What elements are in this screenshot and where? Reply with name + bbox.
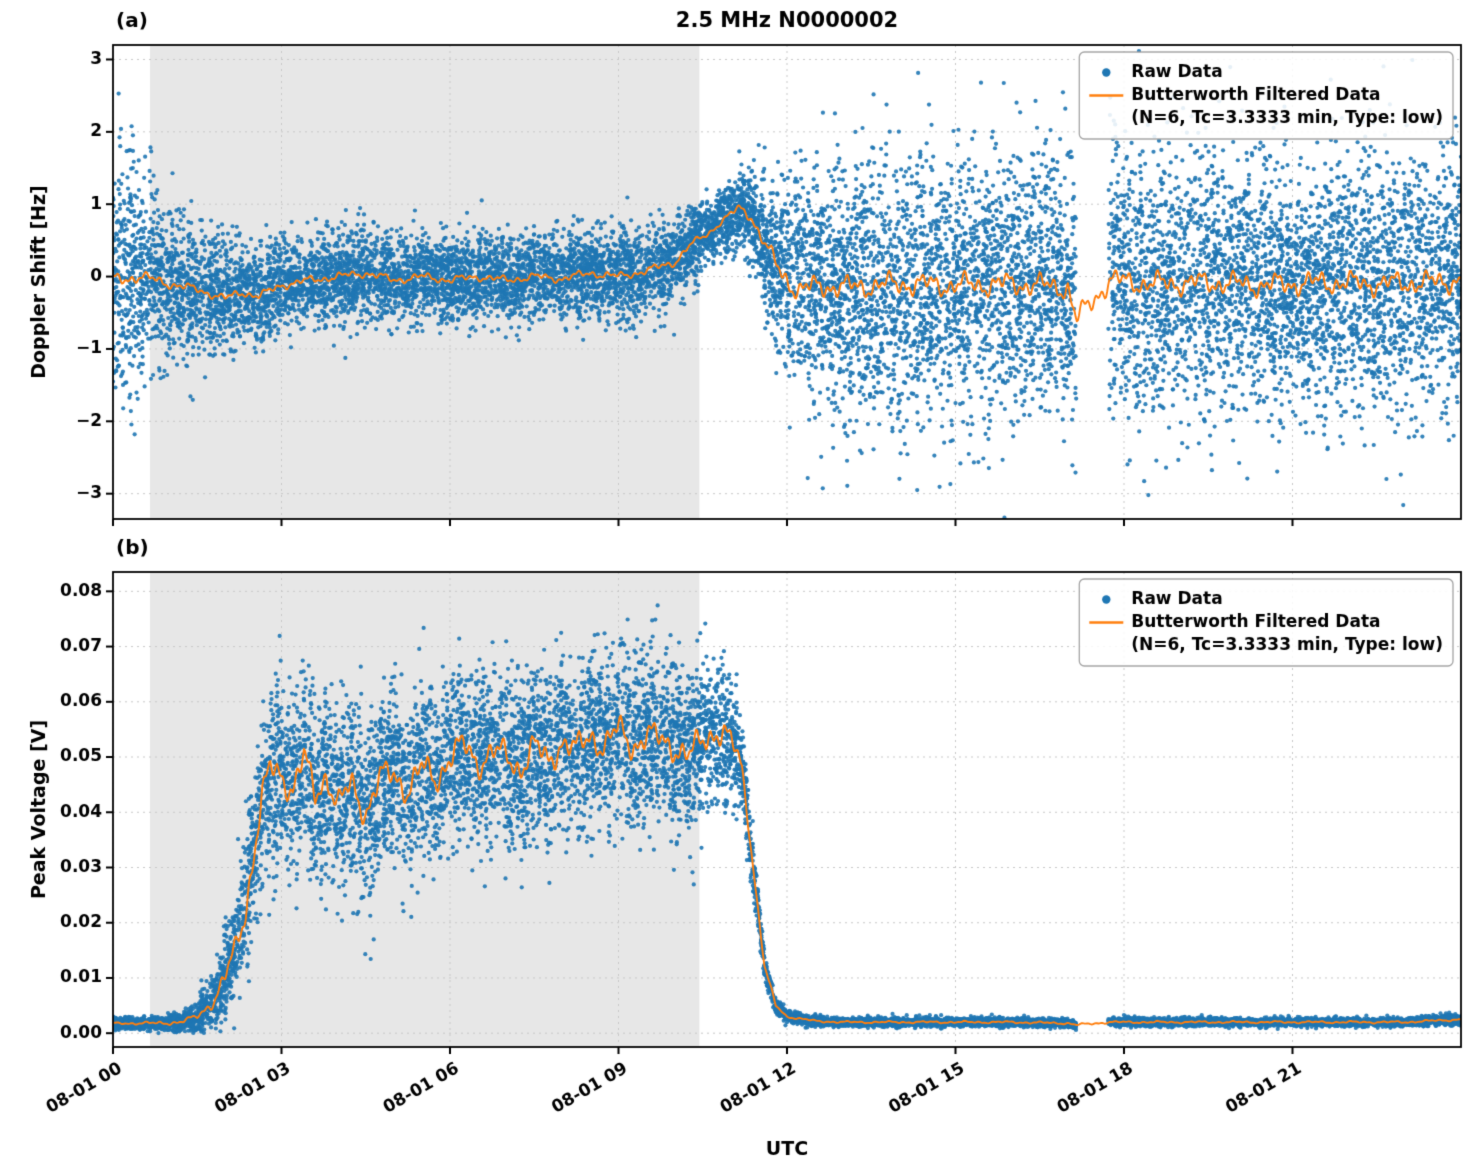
figure bbox=[0, 0, 1471, 1172]
figure-canvas bbox=[0, 0, 1471, 1172]
